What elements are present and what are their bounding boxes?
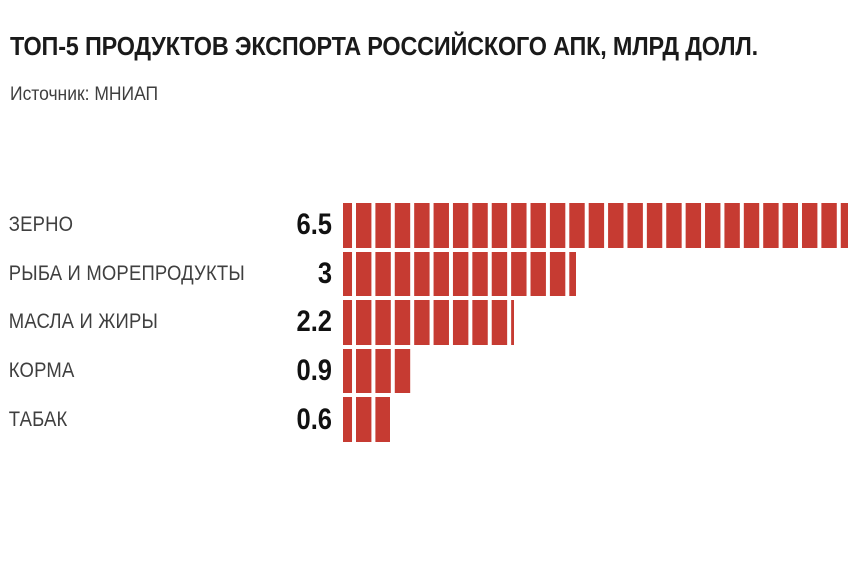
bar-track (343, 251, 850, 297)
chart-row: РЫБА И МОРЕПРОДУКТЫ 3 (0, 251, 850, 297)
bar-1 (343, 203, 848, 248)
category-label: ЗЕРНО (8, 213, 74, 237)
value-label: 6.5 (296, 208, 332, 242)
bar-3 (343, 300, 514, 345)
bar-track (343, 348, 850, 394)
chart-title: ТОП-5 ПРОДУКТОВ ЭКСПОРТА РОССИЙСКОГО АПК… (10, 31, 758, 61)
bar-chart: ЗЕРНО 6.5 РЫБА И МОРЕПРОДУКТЫ 3 МАСЛА И ЖИРЫ… (0, 203, 850, 442)
bar-2 (343, 251, 577, 297)
chart-row: МАСЛА И ЖИРЫ 2.2 (0, 300, 850, 345)
category-label: РЫБА И МОРЕПРОДУКТЫ (8, 261, 245, 285)
bar-track (343, 203, 850, 248)
source-note: Источник: МНИАП (10, 84, 159, 105)
bar-5 (343, 397, 390, 442)
chart-row: ТАБАК 0.6 (0, 397, 850, 442)
value-label: 0.9 (296, 354, 332, 388)
value-label: 3 (317, 256, 332, 290)
bar-track (343, 300, 850, 345)
chart-row: ЗЕРНО 6.5 (0, 203, 850, 248)
bar-4 (343, 348, 413, 394)
value-label: 2.2 (296, 305, 332, 339)
value-label: 0.6 (296, 402, 332, 436)
category-label: КОРМА (8, 359, 75, 383)
category-label: МАСЛА И ЖИРЫ (8, 310, 159, 334)
bar-track (343, 397, 850, 442)
category-label: ТАБАК (8, 407, 68, 431)
chart-row: КОРМА 0.9 (0, 348, 850, 394)
